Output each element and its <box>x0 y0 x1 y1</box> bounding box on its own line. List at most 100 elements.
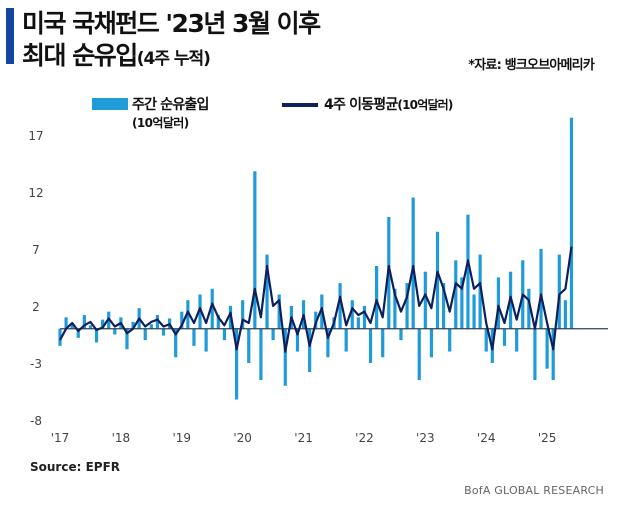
weekly-flow-bar <box>496 277 500 329</box>
weekly-flow-bar <box>545 328 549 369</box>
weekly-flow-bar <box>101 319 105 329</box>
weekly-flow-bar <box>88 325 93 329</box>
weekly-flow-bar <box>381 328 385 358</box>
weekly-flow-bar <box>295 328 300 352</box>
weekly-flow-bar <box>527 288 531 329</box>
weekly-flow-bar <box>271 328 275 341</box>
weekly-flow-bar <box>180 311 184 329</box>
x-tick-label: '20 <box>233 431 252 445</box>
weekly-flow-bar <box>277 294 281 329</box>
weekly-flow-bar <box>64 317 68 329</box>
chart-title-sub: (4주 누적) <box>136 49 211 69</box>
weekly-flow-bar <box>155 315 160 329</box>
x-tick-label: '21 <box>294 431 313 445</box>
weekly-flow-bar <box>539 248 543 329</box>
weekly-flow-bar <box>241 300 245 329</box>
weekly-flow-bar <box>82 315 86 329</box>
weekly-flow-bar <box>502 328 507 346</box>
weekly-flow-bar <box>563 300 567 329</box>
chart-title-line2: 최대 순유입(4주 누적) <box>22 36 211 72</box>
weekly-flow-bar <box>484 328 488 352</box>
weekly-flow-bar <box>247 328 251 363</box>
weekly-flow-bar <box>192 328 196 346</box>
weekly-flow-bar <box>76 328 80 338</box>
weekly-flow-bar <box>557 254 561 329</box>
legend-line-label: 4주 이동평균 <box>324 97 398 113</box>
weekly-flow-bar <box>149 324 153 329</box>
y-tick-label: 12 <box>28 186 43 200</box>
weekly-flow-bar <box>423 271 427 329</box>
weekly-flow-bar <box>216 315 220 329</box>
y-tick-label: 7 <box>32 243 40 257</box>
weekly-flow-bar <box>399 328 403 341</box>
x-tick-label: '24 <box>477 431 496 445</box>
y-tick-label: 17 <box>28 129 43 143</box>
weekly-flow-bar <box>344 328 348 352</box>
weekly-flow-bar <box>368 328 373 363</box>
x-tick-label: '23 <box>416 431 435 445</box>
y-tick-label: 2 <box>32 300 40 314</box>
weekly-flow-bar <box>405 283 409 329</box>
weekly-flow-bar <box>478 254 482 329</box>
weekly-flow-bar <box>338 283 342 329</box>
weekly-flow-bar <box>326 328 330 358</box>
weekly-flow-bar <box>125 328 129 350</box>
weekly-flow-bar <box>460 277 464 329</box>
weekly-flow-bar <box>222 328 226 341</box>
footer-source: Source: EPFR <box>30 460 121 474</box>
legend-line-text: 4주 이동평균(10억달러) <box>324 94 453 114</box>
weekly-flow-bar <box>362 305 367 329</box>
weekly-flow-bar <box>448 328 452 352</box>
legend-bar-swatch <box>92 98 128 110</box>
x-tick-label: '19 <box>172 431 191 445</box>
legend-bar-unit: (10억달러) <box>132 116 189 130</box>
weekly-flow-bar <box>533 328 537 381</box>
weekly-flow-bar <box>253 171 257 329</box>
chart-title-main: 최대 순유입 <box>22 41 138 70</box>
chart-title-line1: 미국 국채펀드 '23년 3월 이후 <box>22 9 321 38</box>
weekly-flow-bar <box>515 328 519 352</box>
weekly-flow-bar <box>551 328 555 381</box>
weekly-flow-bar <box>186 300 190 329</box>
legend-bar-text: 주간 순유출입 (10억달러) <box>132 94 209 131</box>
weekly-flow-bar <box>454 260 458 329</box>
x-tick-label: '18 <box>112 431 131 445</box>
footer-credit: BofA GLOBAL RESEARCH <box>464 484 604 497</box>
weekly-flow-bar <box>143 328 147 341</box>
y-tick-label: -3 <box>30 357 42 371</box>
weekly-flow-bar <box>442 283 446 329</box>
weekly-flow-bar <box>429 328 434 358</box>
weekly-flow-bar <box>174 328 178 358</box>
weekly-flow-bar <box>472 294 476 329</box>
weekly-flow-bar <box>375 266 379 329</box>
weekly-flow-bar <box>265 254 269 329</box>
weekly-flow-bar <box>234 328 239 400</box>
weekly-flow-bar <box>435 231 440 329</box>
weekly-flow-bar <box>308 328 312 373</box>
weekly-flow-bar <box>131 321 135 329</box>
legend-line-unit: (10억달러) <box>397 98 453 112</box>
y-tick-label: -8 <box>30 414 42 428</box>
weekly-flow-bar <box>393 288 397 329</box>
x-tick-label: '22 <box>355 431 374 445</box>
weekly-flow-bar <box>113 328 117 335</box>
weekly-flow-bar <box>417 328 421 381</box>
moving-average-line <box>59 246 573 353</box>
legend-bar-label: 주간 순유출입 <box>132 97 209 113</box>
weekly-flow-bar <box>198 294 202 329</box>
weekly-flow-bar <box>283 328 287 386</box>
weekly-flow-bar <box>466 214 470 329</box>
x-tick-label: '17 <box>51 431 70 445</box>
title-accent-bar <box>6 8 14 64</box>
weekly-flow-bar <box>411 197 415 329</box>
legend-line-swatch <box>282 103 318 107</box>
weekly-flow-bar <box>70 323 74 329</box>
weekly-flow-bar <box>210 288 214 329</box>
weekly-flow-bar <box>569 117 574 329</box>
weekly-flow-bar <box>350 300 354 329</box>
weekly-flow-bar <box>161 328 166 336</box>
x-tick-label: '25 <box>538 431 557 445</box>
weekly-flow-bar <box>58 328 62 346</box>
weekly-flow-bar <box>356 317 360 329</box>
